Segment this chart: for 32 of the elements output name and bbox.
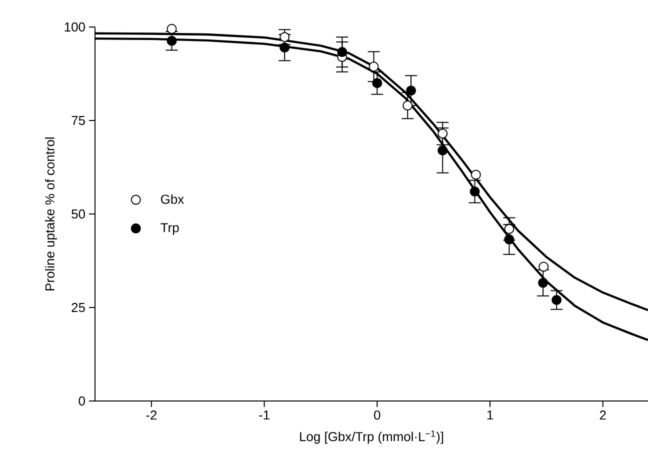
y-tick-label: 75 [72, 116, 85, 126]
point [504, 234, 514, 244]
point [280, 32, 290, 42]
point [504, 224, 514, 234]
legend-label: Trp [160, 223, 179, 235]
y-axis-title: Proline uptake % of control [44, 137, 58, 290]
y-tick-label: 100 [64, 22, 85, 32]
point [470, 186, 480, 197]
point [402, 100, 413, 111]
x-axis-title: Log [Gbx/Trp (mmol·L$^{−1}$)] [300, 430, 444, 444]
point [552, 295, 562, 306]
x-tick-label: 0 [374, 410, 380, 420]
y-tick-label: 25 [72, 302, 85, 312]
x-tick-label: -1 [259, 410, 270, 420]
point [406, 86, 416, 96]
point [166, 24, 177, 34]
point [438, 145, 448, 156]
point [368, 62, 379, 72]
point [280, 42, 290, 53]
y-tick-label: 50 [72, 209, 85, 219]
point [438, 128, 448, 139]
point [337, 47, 348, 58]
point [372, 78, 382, 88]
point [538, 278, 548, 288]
y-tick-label: 0 [78, 396, 85, 406]
x-tick-label: 1 [487, 410, 493, 420]
x-tick-label: -2 [146, 410, 157, 420]
point [470, 170, 481, 180]
point [538, 262, 549, 272]
legend-label: Gbx [161, 194, 184, 204]
point [166, 36, 177, 46]
x-tick-label: 2 [600, 410, 606, 420]
